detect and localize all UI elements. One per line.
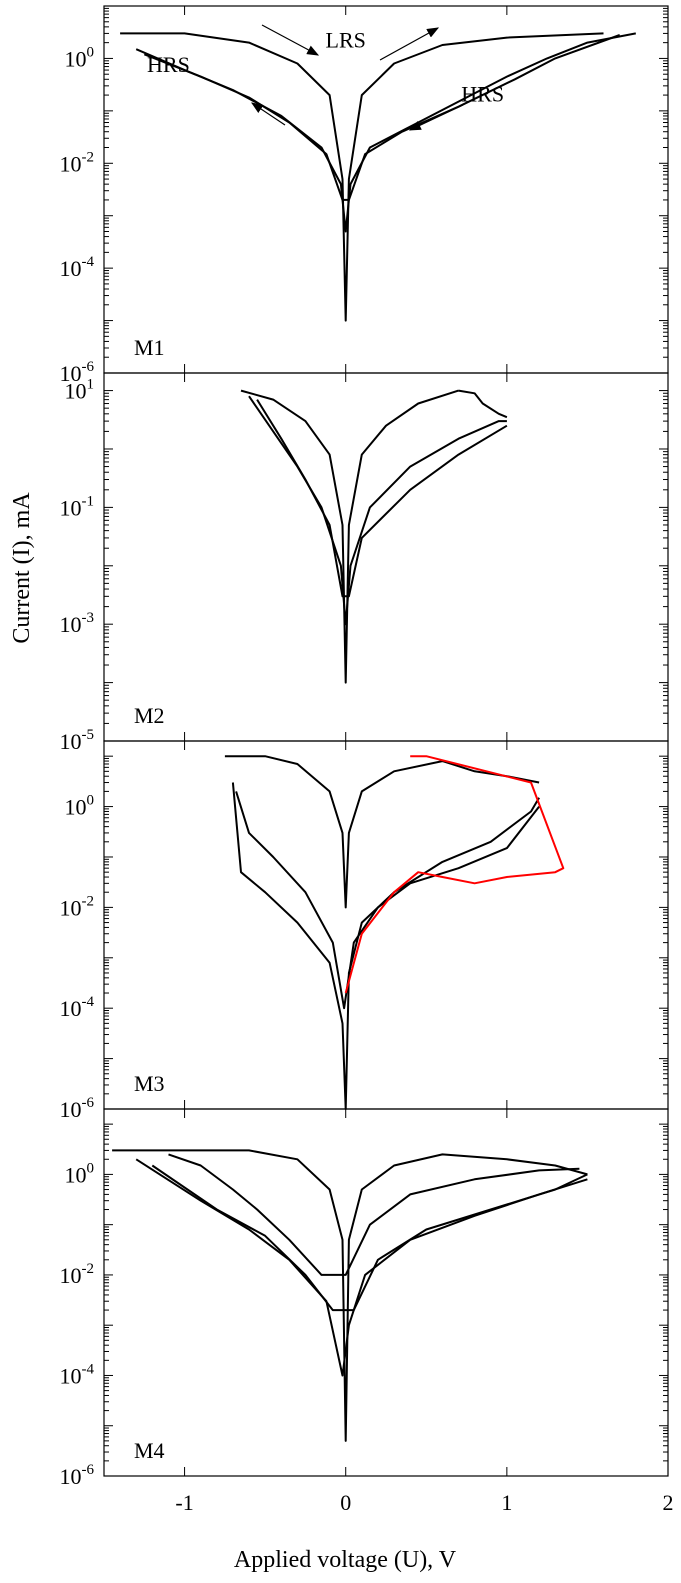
series-line-3 xyxy=(235,791,540,1010)
panel-frame xyxy=(103,372,669,742)
y-tick-label: 10-6 xyxy=(60,359,95,386)
annotation-label: HRS xyxy=(461,82,504,107)
panel-frame xyxy=(103,740,669,1110)
series-line-4 xyxy=(168,1153,580,1276)
series-line-2 xyxy=(135,1158,588,1377)
panel-m4: 100 10-2 10-4 10-6 M4 xyxy=(60,1108,669,1489)
series-line-2 xyxy=(135,32,636,233)
series-line-1 xyxy=(240,389,459,684)
y-tick-label: 10-4 xyxy=(60,994,95,1021)
series-line-1 xyxy=(120,32,604,322)
series-line-1 xyxy=(112,1149,588,1442)
x-tick-label: -1 xyxy=(175,1490,193,1515)
y-tick-label: 10-4 xyxy=(60,1361,95,1388)
panel-label: M1 xyxy=(134,335,165,360)
y-tick-label: 10-2 xyxy=(60,1261,95,1288)
x-tick-label: 0 xyxy=(340,1490,351,1515)
y-tick-label: 10-5 xyxy=(60,727,95,754)
annotation-label: LRS xyxy=(326,28,366,53)
panel-label: M2 xyxy=(134,703,165,728)
y-tick-label: 10-6 xyxy=(60,1095,95,1122)
series-line-2 xyxy=(248,395,507,626)
annotation-arrow xyxy=(379,27,440,61)
series-line-3 xyxy=(151,1164,588,1312)
y-tick-label: 10-2 xyxy=(60,893,95,920)
series-line-2 xyxy=(231,782,540,1110)
series-line-3 xyxy=(143,34,621,201)
annotation-arrow xyxy=(408,104,464,131)
annotation-label: HRS xyxy=(147,52,190,77)
y-tick-label: 10-2 xyxy=(60,149,95,176)
series-line-4 xyxy=(344,755,565,994)
y-axis-title: Current (I), mA xyxy=(9,492,35,644)
annotation-arrow xyxy=(261,24,320,56)
annotation-arrow xyxy=(251,102,286,126)
y-tick-label: 10-4 xyxy=(60,254,95,281)
panel-m2: 101 10-1 10-3 10-5 M2 xyxy=(60,372,669,754)
panels-group: 100 10-2 10-4 10-6 M1 LRS HRS HRS 101 10-1 10-3 10-… xyxy=(60,5,669,1489)
panel-label: M4 xyxy=(134,1438,165,1463)
x-axis-title: Applied voltage (U), V xyxy=(234,1547,457,1573)
y-tick-label: 10-6 xyxy=(60,1462,95,1489)
y-tick-label: 101 xyxy=(65,377,95,404)
y-tick-label: 10-3 xyxy=(60,610,95,637)
x-axis: -1 0 1 2 xyxy=(175,1490,673,1515)
panel-frame xyxy=(103,1108,669,1477)
series-line-3 xyxy=(256,399,508,598)
panel-m3: 100 10-2 10-4 10-6 M3 xyxy=(60,740,669,1122)
y-tick-label: 100 xyxy=(65,793,95,820)
panel-label: M3 xyxy=(134,1071,165,1096)
series-line-4 xyxy=(458,389,508,419)
y-tick-label: 10-1 xyxy=(60,493,95,520)
x-tick-label: 1 xyxy=(501,1490,512,1515)
y-tick-label: 100 xyxy=(65,44,95,71)
series-line-1 xyxy=(224,755,540,909)
y-tick-label: 100 xyxy=(65,1160,95,1187)
panel-m1: 100 10-2 10-4 10-6 M1 LRS HRS HRS xyxy=(60,5,669,386)
x-tick-label: 2 xyxy=(663,1490,674,1515)
annotation-arrows xyxy=(251,24,464,131)
